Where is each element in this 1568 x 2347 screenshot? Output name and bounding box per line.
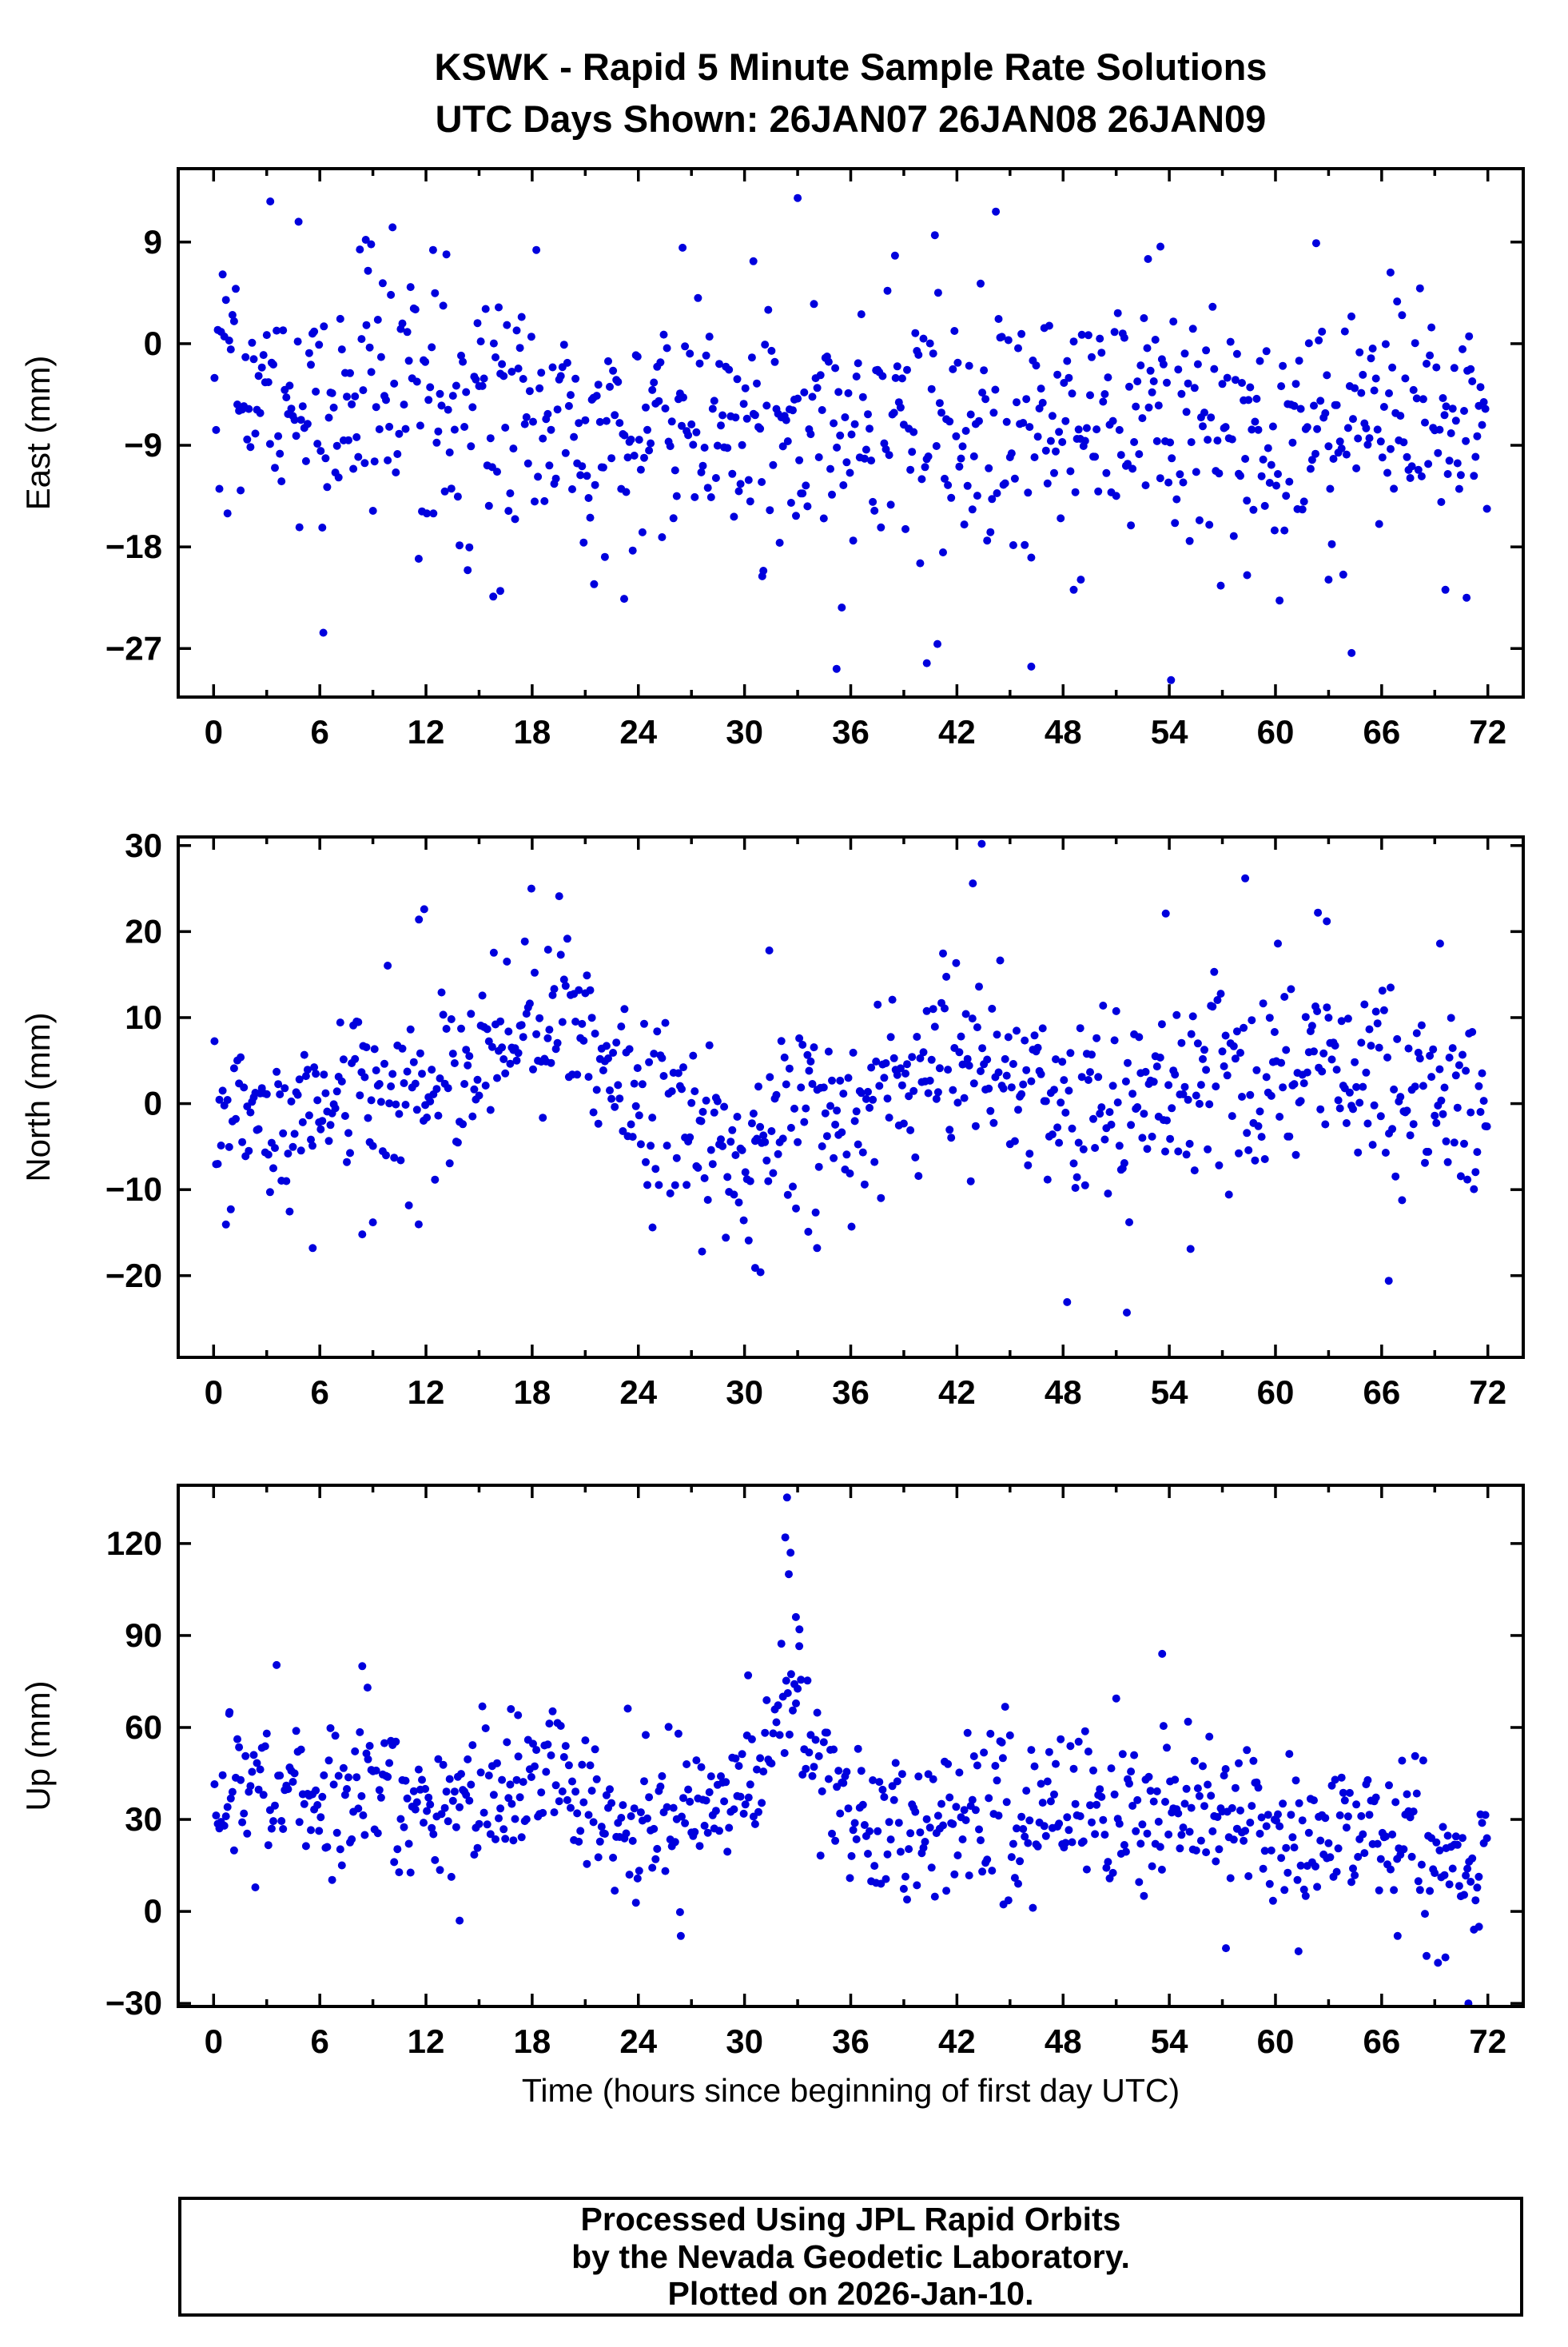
svg-text:60: 60 (1257, 1373, 1295, 1411)
svg-text:36: 36 (832, 713, 870, 751)
svg-text:36: 36 (832, 1373, 870, 1411)
panel-north: 0 6 12 18 24 30 36 42 48 54 60 66 72 30 20 10 0 −10 −20 Nor… (19, 827, 1525, 1411)
svg-text:42: 42 (938, 2022, 976, 2060)
y-axis-title: Up (mm) (19, 1680, 57, 1811)
svg-text:0: 0 (205, 1373, 223, 1411)
y-axis-title: East (mm) (19, 356, 57, 511)
svg-text:0: 0 (144, 325, 162, 362)
footer-box: Processed Using JPL Rapid Orbits by the … (178, 2197, 1523, 2317)
scatter-points (210, 193, 1491, 684)
panel-east: 0 6 12 18 24 30 36 42 48 54 60 66 72 9 0 −9 −18 −27 East (… (19, 167, 1525, 751)
svg-text:30: 30 (726, 2022, 763, 2060)
svg-text:−27: −27 (105, 629, 162, 667)
svg-text:30: 30 (125, 827, 162, 864)
svg-text:30: 30 (726, 713, 763, 751)
svg-text:−10: −10 (105, 1170, 162, 1208)
svg-text:18: 18 (514, 713, 551, 751)
ticks (178, 169, 1523, 697)
svg-text:90: 90 (125, 1616, 162, 1654)
svg-text:0: 0 (205, 713, 223, 751)
svg-text:60: 60 (1257, 713, 1295, 751)
y-axis-title: North (mm) (19, 1012, 57, 1181)
svg-text:72: 72 (1469, 1373, 1506, 1411)
svg-text:42: 42 (938, 1373, 976, 1411)
svg-text:6: 6 (310, 713, 328, 751)
svg-text:24: 24 (619, 2022, 657, 2060)
svg-text:36: 36 (832, 2022, 870, 2060)
svg-text:0: 0 (205, 2022, 223, 2060)
svg-text:66: 66 (1363, 1373, 1400, 1411)
svg-text:54: 54 (1151, 713, 1188, 751)
svg-text:12: 12 (408, 713, 445, 751)
svg-text:120: 120 (106, 1524, 162, 1562)
svg-text:18: 18 (514, 2022, 551, 2060)
svg-text:−30: −30 (105, 1984, 162, 2022)
tick-labels: 0 6 12 18 24 30 36 42 48 54 60 66 72 120 90 60 30 0 −30 (105, 1524, 1506, 2060)
footer-line-2: by the Nevada Geodetic Laboratory. (571, 2237, 1130, 2275)
ticks (178, 837, 1523, 1357)
chart-title-line1: KSWK - Rapid 5 Minute Sample Rate Soluti… (434, 46, 1268, 88)
svg-text:48: 48 (1045, 2022, 1082, 2060)
x-axis-title: Time (hours since beginning of first day… (521, 2072, 1180, 2109)
svg-text:42: 42 (938, 713, 976, 751)
svg-text:30: 30 (726, 1373, 763, 1411)
svg-text:6: 6 (310, 1373, 328, 1411)
svg-text:60: 60 (1257, 2022, 1295, 2060)
tick-labels: 0 6 12 18 24 30 36 42 48 54 60 66 72 30 20 10 0 −10 −20 (105, 827, 1506, 1411)
svg-text:20: 20 (125, 912, 162, 950)
svg-text:6: 6 (310, 2022, 328, 2060)
svg-text:18: 18 (514, 1373, 551, 1411)
svg-text:72: 72 (1469, 2022, 1506, 2060)
svg-text:66: 66 (1363, 713, 1400, 751)
footer-line-3: Plotted on 2026-Jan-10. (667, 2275, 1034, 2313)
scatter-points (210, 839, 1491, 1317)
svg-text:9: 9 (144, 223, 162, 261)
svg-text:−18: −18 (105, 528, 162, 565)
panel-frame (177, 835, 1525, 1359)
panel-frame (177, 1484, 1525, 2008)
svg-text:−20: −20 (105, 1257, 162, 1294)
svg-text:24: 24 (619, 713, 657, 751)
ticks (178, 1485, 1523, 2006)
svg-text:−9: −9 (124, 426, 162, 464)
footer-line-1: Processed Using JPL Rapid Orbits (580, 2200, 1121, 2237)
svg-text:0: 0 (144, 1085, 162, 1122)
svg-text:0: 0 (144, 1892, 162, 1930)
svg-text:66: 66 (1363, 2022, 1400, 2060)
svg-text:54: 54 (1151, 2022, 1188, 2060)
svg-text:30: 30 (125, 1800, 162, 1838)
tick-labels: 0 6 12 18 24 30 36 42 48 54 60 66 72 9 0 −9 −18 −27 (105, 223, 1506, 751)
svg-text:60: 60 (125, 1708, 162, 1746)
svg-text:12: 12 (408, 2022, 445, 2060)
chart-title-line2: UTC Days Shown: 26JAN07 26JAN08 26JAN09 (435, 98, 1267, 140)
svg-text:10: 10 (125, 998, 162, 1036)
svg-text:54: 54 (1151, 1373, 1188, 1411)
panel-up: 0 6 12 18 24 30 36 42 48 54 60 66 72 120 90 60 30 0 −30 Up … (19, 1484, 1525, 2060)
svg-text:72: 72 (1469, 713, 1506, 751)
svg-text:48: 48 (1045, 713, 1082, 751)
svg-text:48: 48 (1045, 1373, 1082, 1411)
svg-text:24: 24 (619, 1373, 657, 1411)
svg-text:12: 12 (408, 1373, 445, 1411)
scatter-points (210, 1493, 1491, 2008)
